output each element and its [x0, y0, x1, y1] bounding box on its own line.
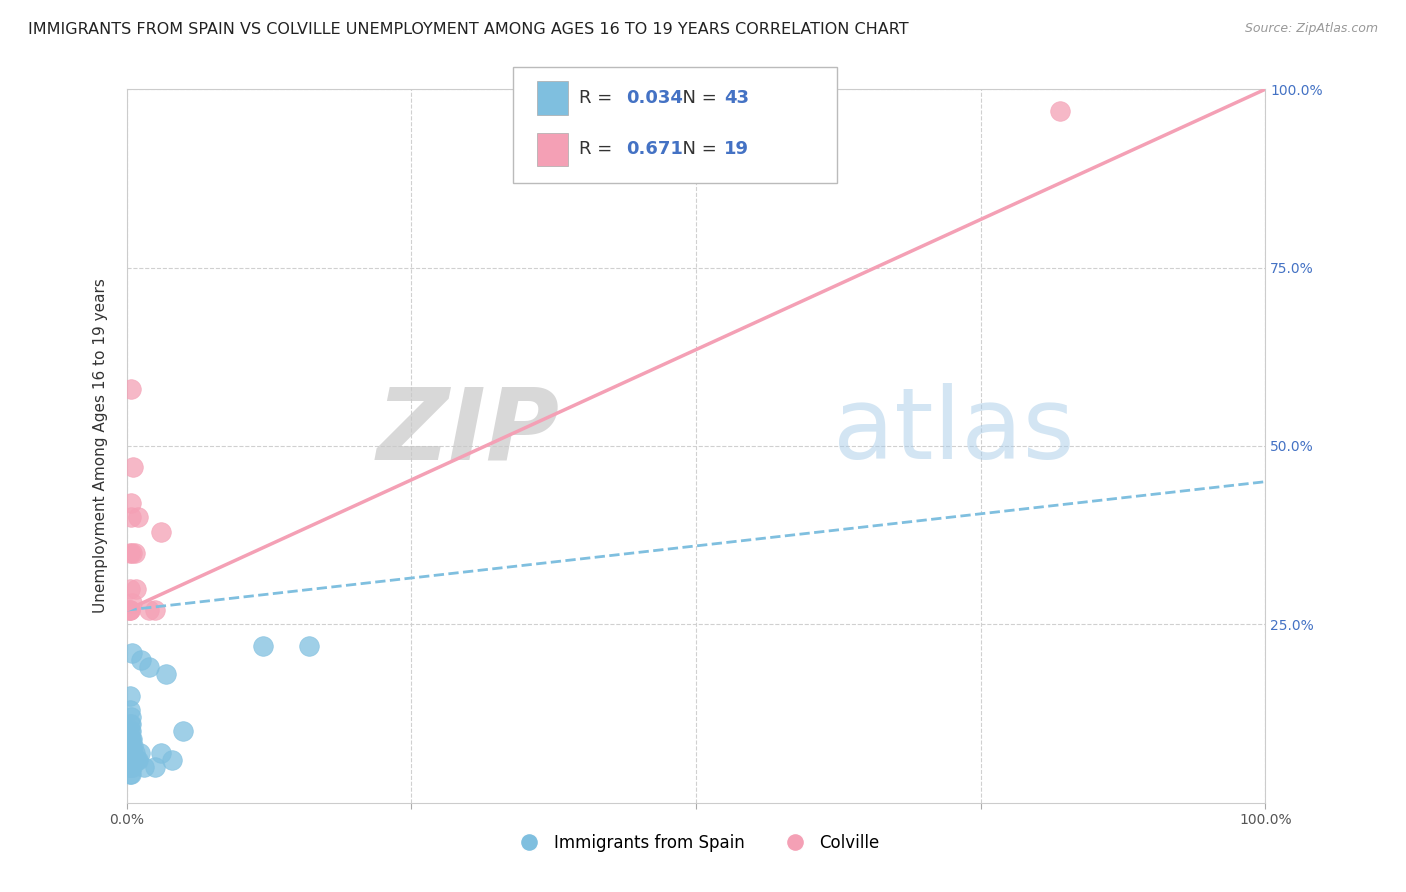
Text: 19: 19: [724, 141, 749, 159]
Point: [118, 603, 141, 617]
Text: N =: N =: [671, 141, 723, 159]
Point: [160, 753, 183, 767]
Point: [118, 731, 141, 746]
Point: [132, 760, 155, 774]
Point: [124, 546, 146, 560]
Point: [118, 724, 141, 739]
Point: [122, 460, 145, 475]
Point: [118, 767, 141, 781]
Point: [149, 524, 172, 539]
Point: [138, 660, 160, 674]
Point: [120, 382, 142, 396]
Point: [124, 582, 146, 596]
Text: Source: ZipAtlas.com: Source: ZipAtlas.com: [1244, 22, 1378, 36]
Point: [298, 639, 321, 653]
Point: [120, 496, 142, 510]
Point: [252, 639, 274, 653]
Text: 0.034: 0.034: [626, 89, 682, 107]
Point: [131, 653, 153, 667]
Text: R =: R =: [579, 141, 619, 159]
Point: [118, 582, 141, 596]
Point: [120, 767, 142, 781]
Point: [120, 739, 142, 753]
Point: [121, 546, 143, 560]
Point: [120, 510, 142, 524]
Point: [118, 739, 141, 753]
Point: [120, 753, 142, 767]
Point: [118, 746, 141, 760]
Point: [118, 717, 141, 731]
Point: [124, 746, 146, 760]
Point: [149, 746, 172, 760]
Point: [138, 603, 160, 617]
Point: [122, 753, 145, 767]
Point: [118, 546, 141, 560]
Point: [155, 667, 177, 681]
Point: [120, 724, 142, 739]
Point: [120, 746, 142, 760]
Text: ZIP: ZIP: [377, 384, 560, 480]
Y-axis label: Unemployment Among Ages 16 to 19 years: Unemployment Among Ages 16 to 19 years: [93, 278, 108, 614]
Point: [742, 103, 765, 118]
Point: [121, 746, 143, 760]
Point: [121, 646, 143, 660]
Point: [118, 603, 141, 617]
Point: [120, 760, 142, 774]
Point: [121, 596, 143, 610]
Point: [1049, 103, 1071, 118]
Point: [118, 746, 141, 760]
Point: [118, 731, 141, 746]
Point: [143, 603, 166, 617]
Point: [127, 510, 149, 524]
Text: N =: N =: [671, 89, 723, 107]
Point: [129, 746, 152, 760]
Point: [118, 753, 141, 767]
Point: [118, 739, 141, 753]
Point: [120, 710, 142, 724]
Point: [121, 731, 143, 746]
Text: 43: 43: [724, 89, 749, 107]
Point: [118, 689, 141, 703]
Point: [120, 731, 142, 746]
Point: [122, 739, 145, 753]
Point: [118, 703, 141, 717]
Point: [124, 753, 146, 767]
Point: [120, 717, 142, 731]
Text: 0.671: 0.671: [626, 141, 682, 159]
Point: [143, 760, 166, 774]
Point: [127, 753, 149, 767]
Text: R =: R =: [579, 89, 619, 107]
Point: [125, 753, 148, 767]
Point: [118, 760, 141, 774]
Point: [121, 760, 143, 774]
Point: [172, 724, 194, 739]
Point: [118, 603, 141, 617]
Text: atlas: atlas: [832, 384, 1074, 480]
Legend: Immigrants from Spain, Colville: Immigrants from Spain, Colville: [506, 828, 886, 859]
Text: IMMIGRANTS FROM SPAIN VS COLVILLE UNEMPLOYMENT AMONG AGES 16 TO 19 YEARS CORRELA: IMMIGRANTS FROM SPAIN VS COLVILLE UNEMPL…: [28, 22, 908, 37]
